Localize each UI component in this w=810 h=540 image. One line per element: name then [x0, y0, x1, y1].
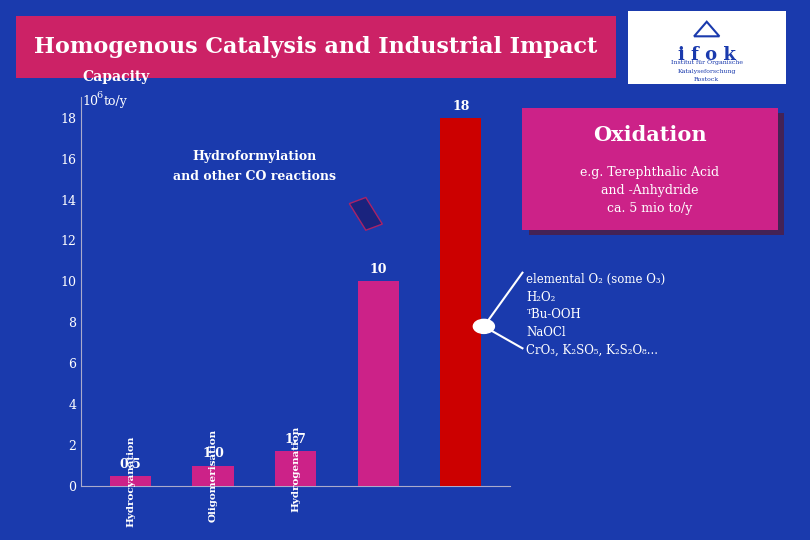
Text: Capacity: Capacity [83, 70, 150, 84]
Text: Oxidation: Oxidation [593, 125, 707, 145]
Text: Institut für Organische: Institut für Organische [671, 60, 743, 65]
Text: 1.7: 1.7 [284, 433, 307, 446]
Text: NaOCl: NaOCl [526, 326, 566, 339]
Text: Homogenous Catalysis and Industrial Impact: Homogenous Catalysis and Industrial Impa… [34, 36, 598, 58]
Text: to/y: to/y [104, 96, 127, 109]
Bar [193, 465, 234, 486]
Text: CrO₃, K₂SO₅, K₂S₂O₈...: CrO₃, K₂SO₅, K₂S₂O₈... [526, 344, 659, 357]
Text: e.g. Terephthalic Acid
and -Anhydride
ca. 5 mio to/y: e.g. Terephthalic Acid and -Anhydride ca… [581, 166, 719, 215]
Text: Hydrogenation: Hydrogenation [291, 426, 301, 512]
Text: 0.5: 0.5 [120, 458, 142, 471]
Text: 10: 10 [369, 264, 387, 276]
Text: Oligomerisation: Oligomerisation [209, 429, 218, 522]
Polygon shape [349, 198, 382, 230]
Text: ᵀBu-OOH: ᵀBu-OOH [526, 308, 582, 321]
Text: Hydroformylation: Hydroformylation [192, 150, 317, 163]
Text: 1.0: 1.0 [202, 448, 224, 461]
Text: Katalyseforschung: Katalyseforschung [677, 69, 736, 74]
Bar [440, 118, 481, 486]
Bar [110, 476, 151, 486]
Text: i f o k: i f o k [678, 46, 735, 64]
Text: and other CO reactions: and other CO reactions [173, 170, 336, 183]
Text: 18: 18 [452, 99, 470, 112]
Bar [357, 281, 399, 486]
Text: Rostock: Rostock [694, 77, 719, 82]
Text: 10: 10 [83, 96, 99, 109]
Text: H₂O₂: H₂O₂ [526, 291, 556, 303]
Text: elemental O₂ (some O₃): elemental O₂ (some O₃) [526, 273, 666, 286]
Bar [275, 451, 316, 486]
Text: 6: 6 [96, 91, 103, 100]
Text: Hydrocyanation: Hydrocyanation [126, 435, 135, 526]
